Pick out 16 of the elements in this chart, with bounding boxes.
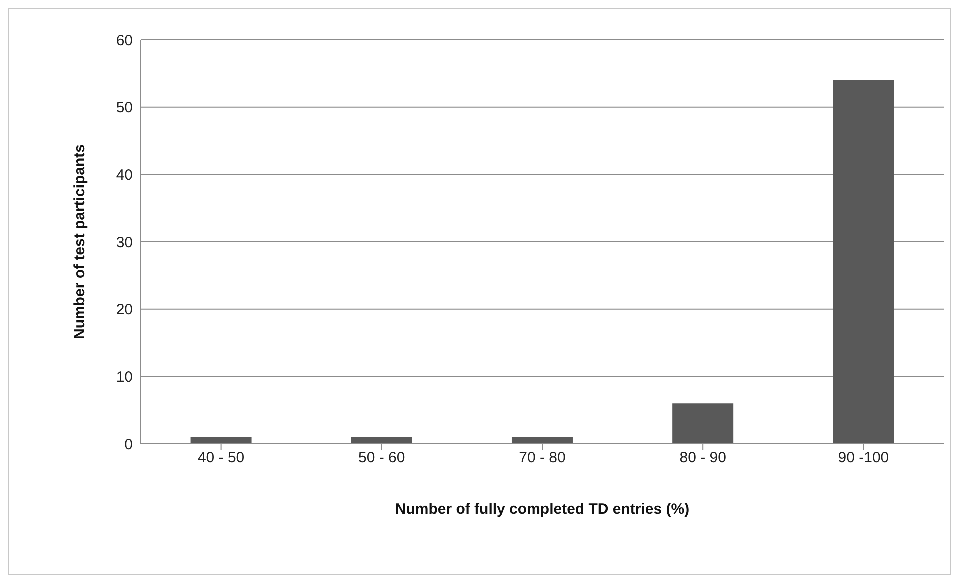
x-axis-title: Number of fully completed TD entries (%) [395, 501, 690, 518]
x-tick-label: 70 - 80 [519, 450, 566, 467]
x-tick-label: 80 - 90 [680, 450, 726, 467]
x-tick-label: 40 - 50 [198, 450, 245, 467]
y-tick-label: 10 [116, 368, 133, 386]
y-tick-label: 30 [116, 234, 133, 252]
x-tick-label: 50 - 60 [358, 450, 406, 467]
bar [833, 80, 894, 444]
bar [672, 404, 734, 444]
y-tick-label: 40 [116, 166, 133, 184]
y-tick-label: 50 [116, 100, 133, 117]
y-tick-label: 20 [116, 302, 133, 319]
y-tick-label: 60 [116, 32, 133, 50]
y-axis-title: Number of test participants [71, 144, 88, 340]
y-tick-label: 0 [124, 436, 133, 454]
x-tick-label: 90 -100 [838, 450, 890, 467]
